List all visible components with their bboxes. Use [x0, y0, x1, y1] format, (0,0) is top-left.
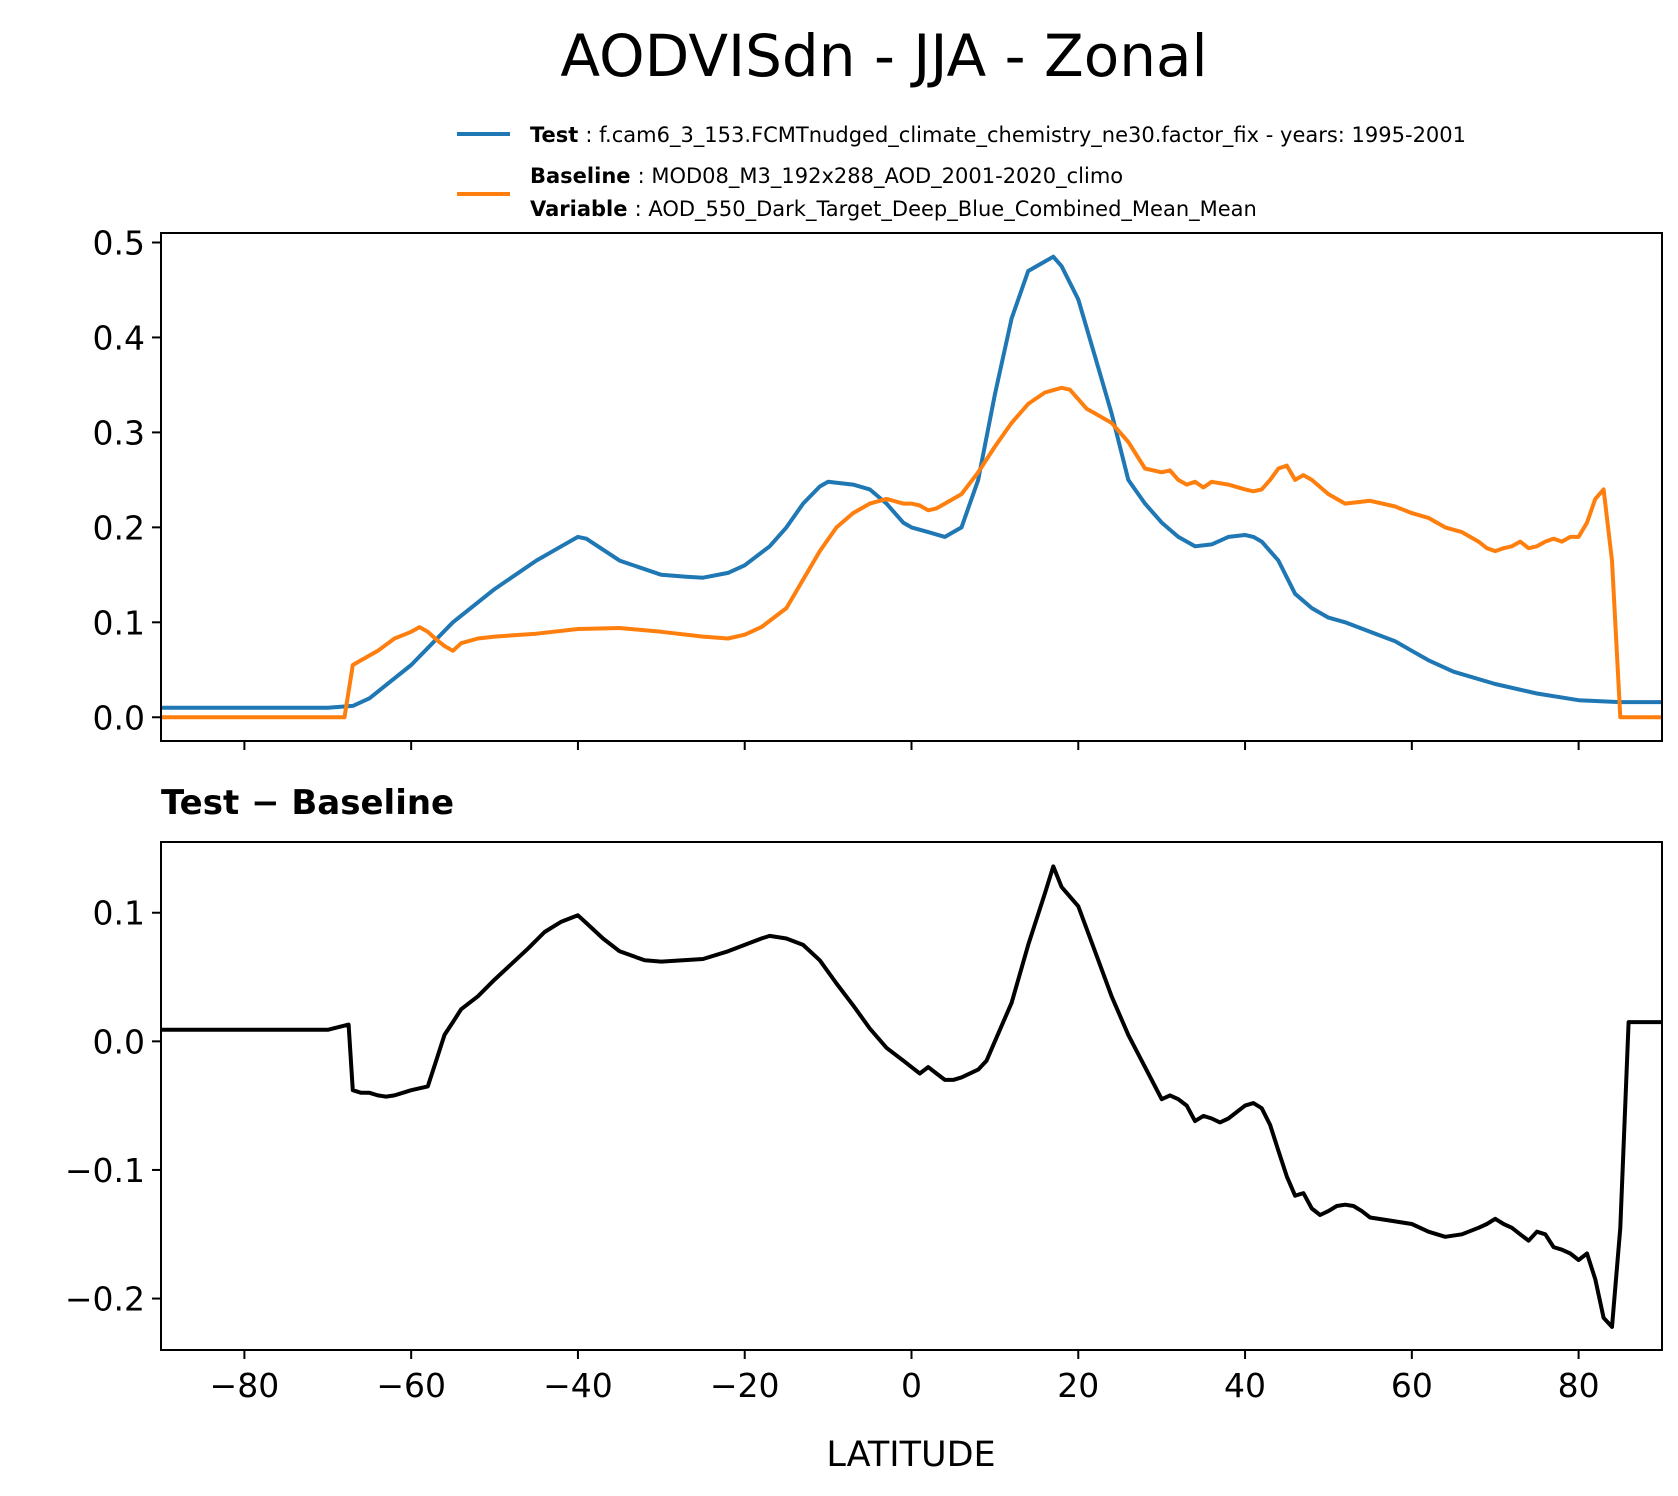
difference-panel: −0.2 −0.1 0.0 0.1 −80 −60 −40 −20 0 20 40 60 80: [65, 841, 1663, 1405]
y-tick-label: −0.1: [65, 1151, 145, 1190]
y-tick-label: 0.1: [93, 894, 145, 933]
difference-panel-title: Test − Baseline: [161, 783, 454, 823]
y-tick-label: 0.2: [93, 508, 145, 547]
y-tick-label: 0.5: [93, 223, 145, 262]
x-tick-label: −60: [376, 1366, 446, 1405]
zonal-mean-panel: 0.0 0.1 0.2 0.3 0.4 0.5: [93, 223, 1663, 750]
y-tick-label: 0.4: [93, 318, 145, 357]
legend-variable-label: Variable: [530, 197, 627, 221]
x-tick-label: −80: [210, 1366, 280, 1405]
legend-variable-text: : AOD_550_Dark_Target_Deep_Blue_Combined…: [635, 197, 1257, 222]
legend-test-label: Test: [530, 123, 578, 147]
svg-text:Test : f.cam6_3_153.FCMT: Test : f.cam6_3_153.FCMTnudged_climate_c…: [530, 123, 1466, 148]
x-axis-label: LATITUDE: [826, 1435, 995, 1475]
figure-title: AODVISdn - JJA - Zonal: [560, 22, 1207, 90]
legend-baseline-text: : MOD08_M3_192x288_AOD_2001-2020_climo: [638, 164, 1124, 189]
legend: Test : f.cam6_3_153.FCMTnudged_climate_c…: [457, 123, 1466, 222]
y-tick-label: 0.1: [93, 603, 145, 642]
legend-test-text: : f.cam6_3_153.FCMTnudged_climate_chemis…: [585, 123, 1466, 148]
x-tick-label: 40: [1224, 1366, 1266, 1405]
y-tick-label: −0.2: [65, 1280, 145, 1319]
x-tick-label: 20: [1057, 1366, 1099, 1405]
y-tick-label: 0.0: [93, 698, 145, 737]
svg-text:Variable : AOD_550_Dark_: Variable : AOD_550_Dark_Target_Deep_Blue…: [530, 197, 1257, 222]
series-line-baseline: [161, 385, 1662, 720]
x-tick-label: −40: [543, 1366, 613, 1405]
legend-baseline-label: Baseline: [530, 164, 631, 188]
series-line-test: [161, 254, 1662, 710]
y-tick-label: 0.3: [93, 413, 145, 452]
y-tick-label: 0.0: [93, 1022, 145, 1061]
x-tick-label: 0: [901, 1366, 922, 1405]
series-line-test-baseline: [161, 864, 1662, 1329]
x-tick-label: −20: [710, 1366, 780, 1405]
svg-text:Baseline : MOD08_M3_192x: Baseline : MOD08_M3_192x288_AOD_2001-202…: [530, 164, 1123, 189]
x-tick-label: 80: [1558, 1366, 1600, 1405]
x-tick-label: 60: [1391, 1366, 1433, 1405]
